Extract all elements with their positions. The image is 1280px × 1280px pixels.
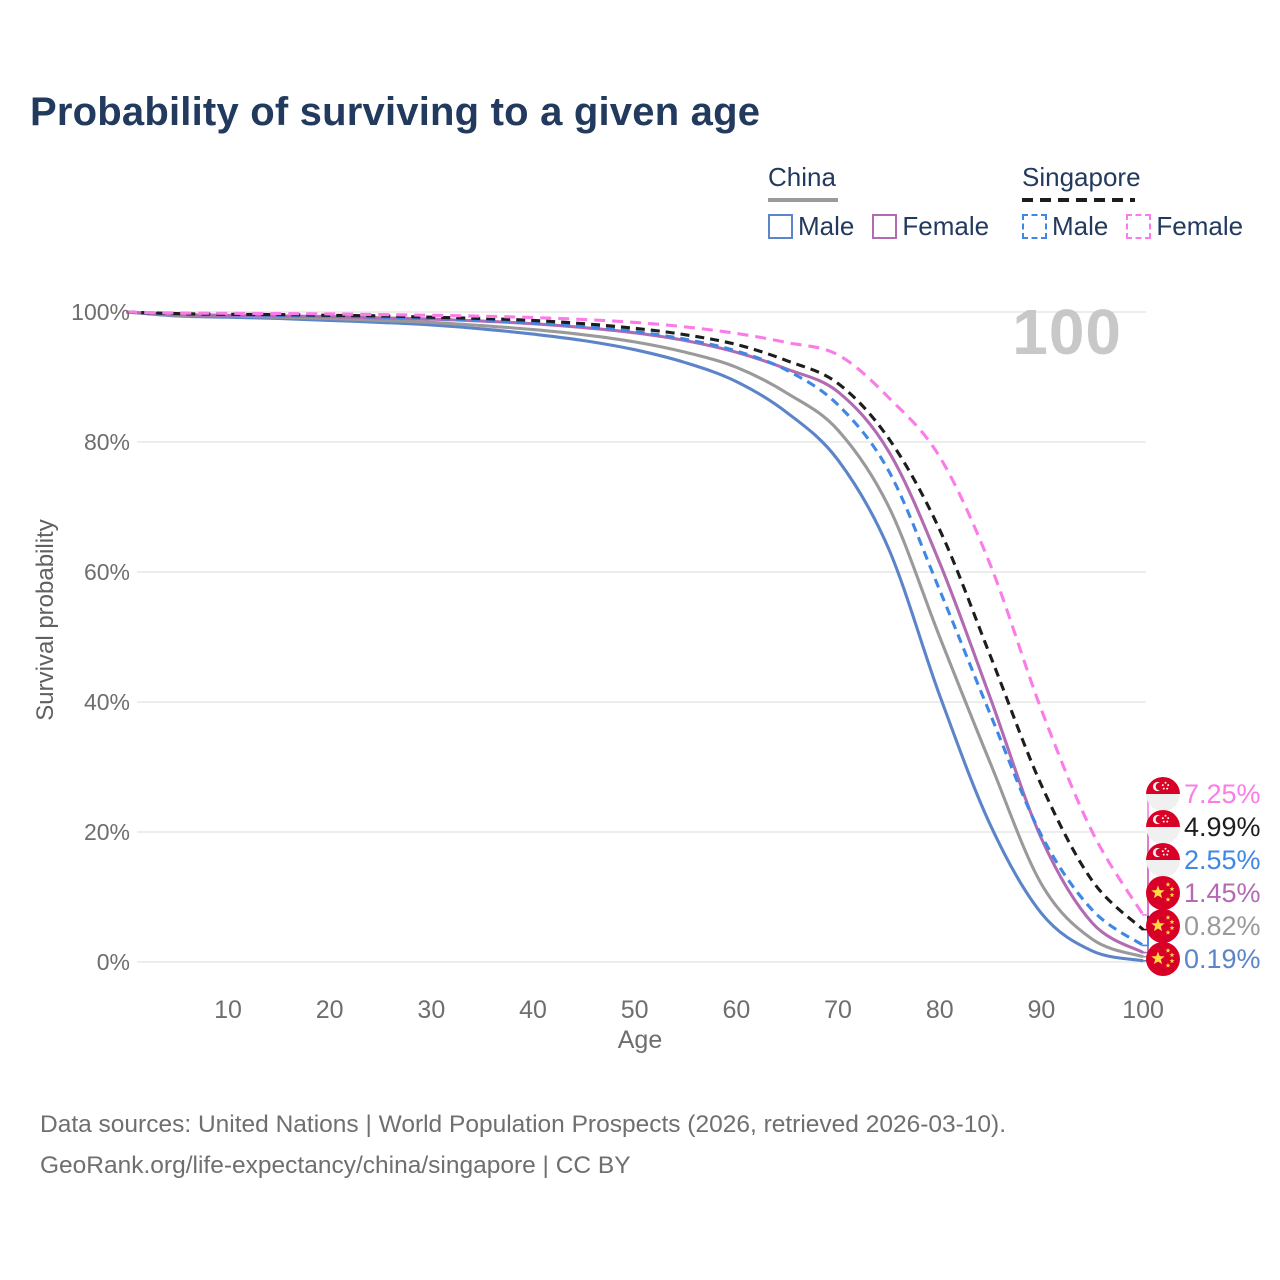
- legend-item-china-female-label: Female: [902, 211, 990, 241]
- data-source-note: Data sources: United Nations | World Pop…: [40, 1104, 1006, 1186]
- series-end-annotation-china-female: 1.45%: [1146, 876, 1261, 910]
- series-line-china-male: [126, 310, 1144, 963]
- singapore-female-swatch-icon: [1126, 214, 1152, 239]
- series-end-label: 1.45%: [1184, 878, 1261, 908]
- age-counter-watermark: 100: [1012, 296, 1122, 368]
- x-tick-label-90: 90: [1027, 996, 1056, 1024]
- series-line-singapore-male: [126, 310, 1144, 947]
- series-line-singapore-female: [126, 310, 1145, 916]
- y-tick-label-60: 60%: [83, 559, 130, 585]
- x-tick-label-60: 60: [722, 996, 751, 1024]
- series-end-label: 0.19%: [1184, 944, 1261, 974]
- attribution-line: GeoRank.org/life-expectancy/china/singap…: [40, 1152, 631, 1179]
- x-tick-label-50: 50: [620, 996, 649, 1024]
- legend-item-china-female[interactable]: Female: [872, 211, 989, 242]
- page-title: Probability of surviving to a given age: [30, 90, 761, 134]
- legend-underline-china: [768, 198, 838, 202]
- series-end-annotation-china-both: 0.82%: [1146, 909, 1261, 943]
- legend-group-singapore: Singapore Male Female: [1022, 162, 1261, 242]
- singapore-flag-icon: [1146, 810, 1180, 844]
- china-male-swatch-icon: [768, 214, 793, 239]
- singapore-flag-icon: [1146, 777, 1180, 811]
- china-flag-icon: [1146, 876, 1180, 910]
- y-tick-label-20: 20%: [83, 819, 130, 845]
- x-tick-label-10: 10: [214, 996, 242, 1024]
- series-end-label: 2.55%: [1184, 845, 1261, 875]
- legend-group-china-label: China: [768, 162, 836, 192]
- series-end-label: 0.82%: [1184, 911, 1261, 941]
- y-tick-label-40: 40%: [83, 689, 130, 715]
- y-tick-label-0: 0%: [96, 949, 130, 975]
- series-line-china-female: [126, 310, 1144, 954]
- x-tick-label-80: 80: [925, 996, 954, 1024]
- singapore-flag-icon: [1146, 843, 1180, 877]
- y-tick-label-80: 80%: [83, 429, 130, 455]
- x-tick-label-20: 20: [315, 996, 344, 1024]
- legend-group-china: China Male Female: [768, 162, 1007, 242]
- legend-item-singapore-female-label: Female: [1156, 211, 1244, 241]
- x-tick-label-100: 100: [1122, 996, 1164, 1024]
- series-end-annotation-singapore-female: 7.25%: [1146, 777, 1261, 811]
- series-end-label: 4.99%: [1184, 812, 1261, 842]
- singapore-male-swatch-icon: [1022, 214, 1047, 239]
- legend-item-singapore-male-label: Male: [1052, 211, 1109, 241]
- china-flag-icon: [1146, 909, 1180, 943]
- legend-item-singapore-male[interactable]: Male: [1022, 211, 1108, 242]
- legend-underline-singapore: [1022, 198, 1135, 202]
- legend-group-singapore-label: Singapore: [1022, 162, 1141, 192]
- legend-item-singapore-female[interactable]: Female: [1126, 211, 1243, 242]
- series-end-label: 7.25%: [1184, 779, 1261, 809]
- data-source-line: Data sources: United Nations | World Pop…: [40, 1111, 1007, 1138]
- legend-item-china-male[interactable]: Male: [768, 211, 854, 242]
- series-end-annotation-singapore-both: 4.99%: [1146, 810, 1261, 844]
- series-end-annotation-china-male: 0.19%: [1146, 942, 1261, 976]
- series-line-singapore-both: [126, 310, 1145, 931]
- series-line-china-both: [126, 310, 1144, 959]
- x-tick-label-40: 40: [519, 996, 547, 1024]
- x-tick-label-30: 30: [417, 996, 446, 1024]
- x-tick-label-70: 70: [824, 996, 852, 1024]
- y-tick-label-100: 100%: [71, 299, 130, 325]
- legend-item-china-male-label: Male: [798, 211, 855, 241]
- series-end-annotation-singapore-male: 2.55%: [1146, 843, 1261, 877]
- x-axis-title: Age: [617, 1026, 663, 1054]
- china-female-swatch-icon: [872, 214, 898, 239]
- china-flag-icon: [1146, 942, 1180, 976]
